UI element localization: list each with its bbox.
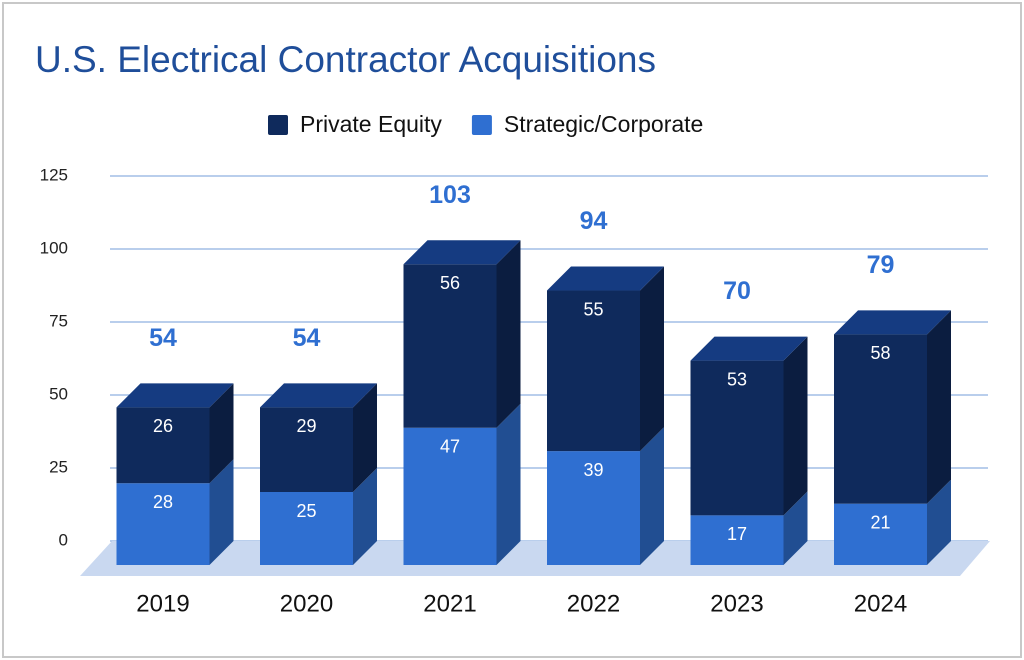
bar-side (927, 479, 951, 565)
value-label: 53 (727, 369, 747, 389)
bar (116, 483, 210, 565)
total-label: 103 (429, 181, 471, 209)
bar (690, 360, 784, 516)
y-tick-label: 100 (40, 238, 68, 257)
value-label: 39 (583, 460, 603, 480)
value-label: 25 (296, 501, 316, 521)
total-label: 54 (293, 324, 321, 352)
bar (260, 492, 353, 565)
bar-side (496, 240, 521, 428)
bar-side (640, 266, 664, 452)
value-label: 55 (583, 299, 603, 319)
bar (260, 407, 353, 492)
y-tick-label: 25 (49, 457, 68, 476)
value-label: 28 (153, 492, 173, 512)
total-label: 54 (149, 324, 177, 352)
bar (116, 407, 210, 484)
bar (547, 451, 640, 565)
bar-side (209, 383, 234, 484)
bar-top (834, 310, 951, 335)
bar-side (353, 468, 377, 565)
chart-title: U.S. Electrical Contractor Acquisitions (35, 39, 656, 80)
y-tick-label: 125 (40, 165, 68, 184)
y-tick-label: 0 (59, 530, 68, 549)
value-label: 29 (296, 416, 316, 436)
x-tick-label: 2022 (567, 590, 620, 617)
value-label: 58 (870, 343, 890, 363)
bar-side (209, 459, 234, 565)
bar-top (403, 240, 521, 265)
bar-side (640, 427, 664, 565)
total-label: 94 (580, 207, 608, 235)
value-label: 56 (440, 273, 460, 293)
bar-side (496, 403, 521, 565)
y-tick-label: 75 (49, 311, 68, 330)
bar (834, 503, 927, 565)
x-tick-label: 2021 (423, 590, 476, 617)
legend-swatch (268, 115, 288, 135)
bar-top (690, 336, 808, 361)
value-label: 47 (440, 437, 460, 457)
x-tick-label: 2019 (136, 590, 189, 617)
x-tick-label: 2020 (280, 590, 333, 617)
bar-side (783, 336, 808, 516)
total-label: 79 (867, 251, 895, 279)
bar (547, 290, 640, 452)
value-label: 21 (870, 512, 890, 532)
value-label: 17 (727, 524, 747, 544)
bar-side (927, 310, 951, 504)
bar-top (547, 266, 664, 291)
bar-top (260, 383, 377, 408)
bar (834, 334, 927, 504)
bar-side (353, 383, 377, 492)
total-label: 70 (723, 277, 751, 305)
x-tick-label: 2023 (710, 590, 763, 617)
x-tick-label: 2024 (854, 590, 907, 617)
legend-swatch (471, 115, 492, 135)
y-tick-label: 50 (49, 384, 68, 403)
bar (403, 427, 497, 565)
value-label: 26 (153, 416, 173, 436)
bar-side (783, 491, 808, 565)
legend-label: Strategic/Corporate (504, 111, 703, 137)
legend-label: Private Equity (300, 111, 442, 137)
bar-top (116, 383, 234, 408)
bar (690, 515, 784, 565)
bar (403, 264, 497, 428)
